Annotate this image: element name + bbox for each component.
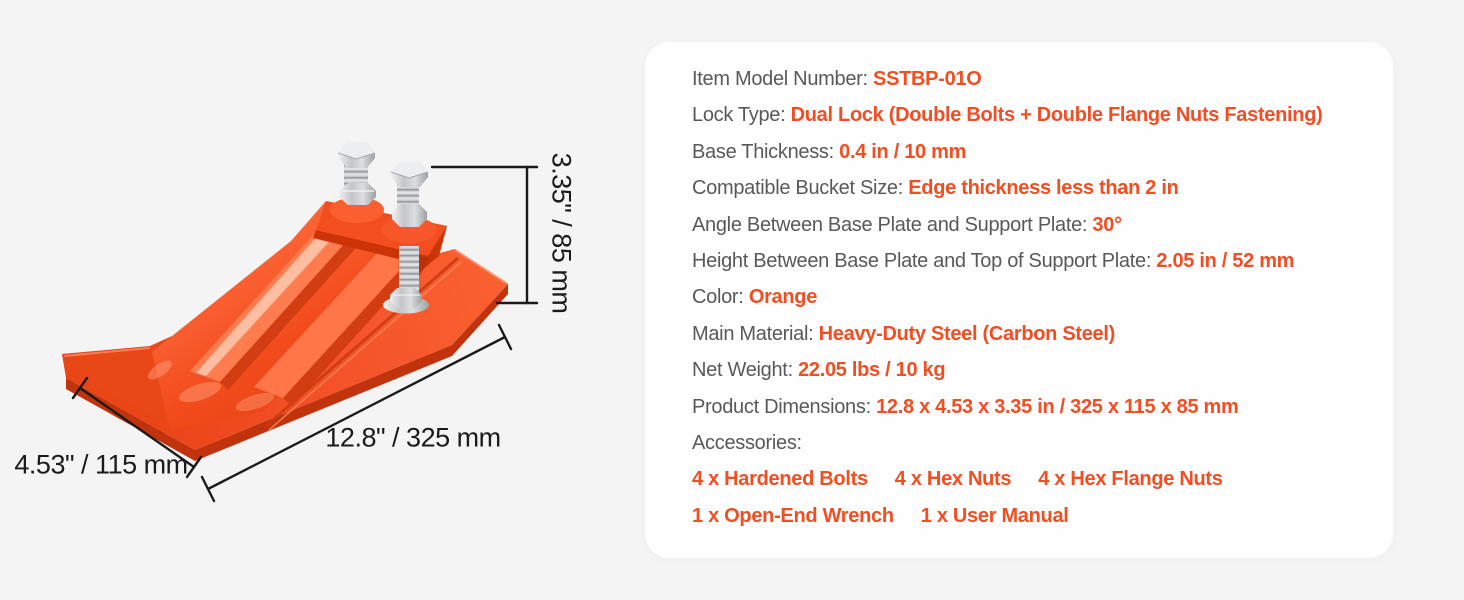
product-image (62, 142, 508, 461)
rib-left-shadow (220, 222, 372, 390)
spec-row: Color: Orange (692, 279, 1373, 315)
accessories-row: 4 x Hardened Bolts 4 x Hex Nuts 4 x Hex Fl… (692, 461, 1373, 497)
width-dim-line (78, 386, 196, 469)
lip-highlight (63, 347, 151, 357)
weld-seam (148, 360, 172, 380)
spec-row: Lock Type: Dual Lock (Double Bolts + Dou… (692, 97, 1373, 133)
spec-value: 0.4 in / 10 mm (839, 140, 967, 163)
width-dim-tick (71, 376, 89, 400)
bolt-right-head-top (391, 162, 428, 178)
spec-row: Height Between Base Plate and Top of Sup… (692, 243, 1373, 279)
rib-right-shadow (283, 246, 430, 406)
spec-label: Base Thickness: (692, 140, 840, 163)
spec-value: Heavy-Duty Steel (Carbon Steel) (818, 322, 1116, 345)
accessory-item: 4 x Hex Flange Nuts (1038, 468, 1223, 491)
lip-shading (62, 347, 176, 428)
accessories-label: Accessories: (692, 432, 802, 455)
bolt-left-hex-nut (339, 183, 376, 205)
bolt-right (383, 162, 429, 314)
spec-value: SSTBP-01O (873, 68, 982, 90)
spec-label: Main Material: (692, 322, 819, 345)
bolt-right-thread (397, 184, 419, 210)
spec-row: Angle Between Base Plate and Support Pla… (692, 207, 1373, 243)
bolt-boss (381, 217, 437, 243)
spec-value: 2.05 in / 52 mm (1156, 250, 1295, 273)
spec-value: 22.05 lbs / 10 kg (798, 359, 946, 382)
spec-value: 30° (1092, 213, 1122, 236)
weld-seam (235, 392, 275, 412)
rib-left-highlight (196, 215, 350, 376)
spec-label: Angle Between Base Plate and Support Pla… (692, 213, 1093, 236)
spec-rows: Item Model Number: SSTBP-01O Lock Type: D… (692, 61, 1373, 425)
bolt-left-head-facet (337, 152, 376, 160)
bolt-right-rod (399, 246, 419, 296)
flange-nut-hex (390, 288, 422, 308)
spec-value: 12.8 x 4.53 x 3.35 in / 325 x 115 x 85 m… (876, 395, 1239, 418)
spec-row: Item Model Number: SSTBP-01O (692, 61, 1373, 97)
spec-label: Product Dimensions: (692, 395, 877, 418)
bolt-boss (330, 197, 384, 223)
width-dim-tick (185, 455, 203, 479)
spec-row: Compatible Bucket Size: Edge thickness l… (692, 170, 1373, 206)
length-dim-tick (497, 323, 513, 351)
product-illustration (62, 142, 539, 503)
bolt-right-hex-nut (392, 204, 427, 227)
product-figure: 3.35" / 85 mm 12.8" / 325 mm 4.53" / 115… (0, 0, 640, 600)
spec-row: Main Material: Heavy-Duty Steel (Carbon … (692, 316, 1373, 352)
spec-row-accessories: Accessories: (692, 425, 1373, 461)
accessory-item: 4 x Hardened Bolts (692, 468, 868, 491)
dimension-length-label: 12.8" / 325 mm (325, 422, 501, 453)
spec-label: Lock Type: (692, 104, 791, 127)
length-dim-tick (200, 475, 216, 503)
spec-value: Dual Lock (Double Bolts + Double Flange … (790, 104, 1323, 127)
spec-label: Item Model Number: (692, 68, 874, 90)
dimension-width-label: 4.53" / 115 mm (14, 449, 188, 480)
spec-label: Height Between Base Plate and Top of Sup… (692, 250, 1157, 273)
accessory-item: 1 x User Manual (920, 504, 1069, 527)
spec-label: Compatible Bucket Size: (692, 177, 909, 200)
base-far-edge-highlight (454, 249, 507, 284)
base-seam-highlight (268, 261, 462, 431)
spec-row: Net Weight: 22.05 lbs / 10 kg (692, 352, 1373, 388)
bolt-right-head-facet (390, 171, 429, 179)
spec-row: Base Thickness: 0.4 in / 10 mm (692, 134, 1373, 170)
dimension-lines (71, 165, 539, 503)
spec-card: Item Model Number: SSTBP-01O Lock Type: D… (645, 42, 1393, 558)
spec-value: Orange (748, 286, 818, 309)
rib-right (254, 237, 422, 398)
spec-label: Net Weight: (692, 359, 799, 382)
accessory-item: 1 x Open-End Wrench (692, 504, 894, 527)
spec-value: Edge thickness less than 2 in (908, 177, 1179, 200)
weld-seam (178, 381, 222, 403)
accessories-rows: 4 x Hardened Bolts 4 x Hex Nuts 4 x Hex Fl… (692, 461, 1373, 534)
spec-label: Color: (692, 286, 749, 309)
length-dim-line (206, 335, 507, 491)
spec-row: Product Dimensions: 12.8 x 4.53 x 3.35 i… (692, 389, 1373, 425)
bolt-left-head-top (338, 142, 375, 159)
bolt-left (337, 142, 376, 205)
dimension-height-label: 3.35" / 85 mm (546, 152, 577, 314)
accessories-row: 1 x Open-End Wrench 1 x User Manual (692, 498, 1373, 534)
accessory-item: 4 x Hex Nuts (894, 468, 1012, 491)
